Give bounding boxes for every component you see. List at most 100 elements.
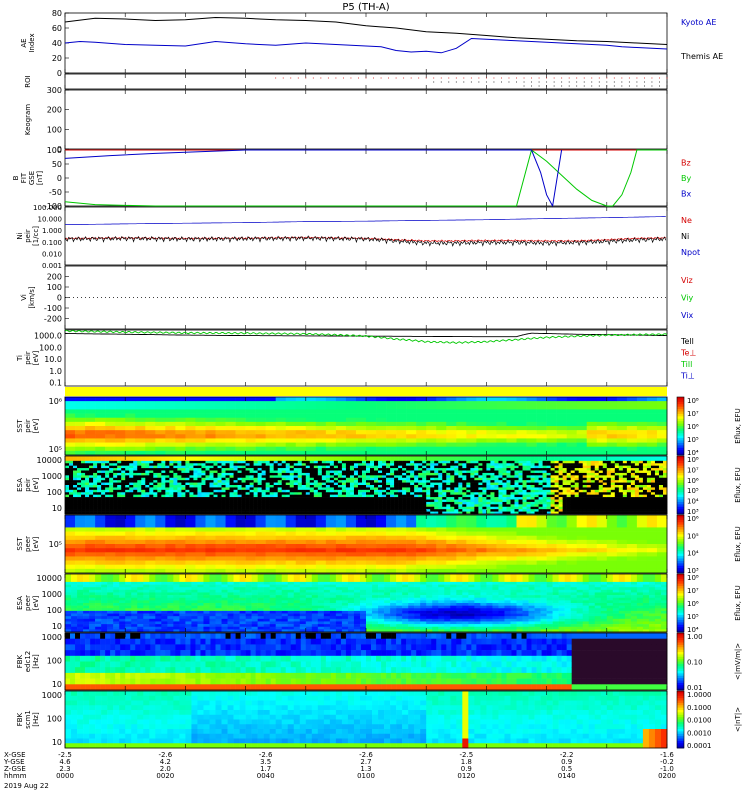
spectrogram-cell bbox=[313, 465, 319, 469]
spectrogram-cell bbox=[614, 494, 620, 498]
spectrogram-cell bbox=[556, 450, 567, 456]
spectrogram-cell bbox=[614, 475, 620, 479]
spectrogram-cell bbox=[426, 450, 437, 456]
spectrogram-cell bbox=[73, 485, 78, 488]
spectrogram-cell bbox=[245, 497, 250, 500]
roi-point bbox=[455, 77, 457, 79]
spectrogram-cell bbox=[566, 485, 571, 488]
spectrogram-cell bbox=[414, 489, 419, 493]
spectrogram-cell bbox=[215, 426, 226, 431]
spectrogram-cell bbox=[165, 485, 170, 488]
spectrogram-cell bbox=[636, 405, 648, 410]
spectrogram-cell bbox=[345, 434, 357, 439]
y-tick-label: 80 bbox=[52, 9, 62, 18]
spectrogram-cell bbox=[458, 492, 463, 495]
spectrogram-cell bbox=[137, 511, 142, 515]
spectrogram-cell bbox=[145, 492, 150, 495]
spectrogram-cell bbox=[281, 497, 287, 500]
spectrogram-cell bbox=[125, 515, 136, 520]
spectrogram-cell bbox=[414, 499, 419, 503]
spectrogram-cell bbox=[590, 470, 596, 474]
spectrogram-cell bbox=[195, 519, 206, 524]
spectrogram-cell bbox=[145, 560, 156, 566]
spectrogram-cell bbox=[578, 511, 584, 515]
spectrogram-cell bbox=[446, 413, 457, 419]
spectrogram-cell bbox=[398, 477, 403, 481]
spectrogram-cell bbox=[275, 434, 287, 439]
spectrogram-cell bbox=[558, 482, 563, 486]
spectrogram-cell bbox=[149, 456, 154, 459]
spectrogram-cell bbox=[109, 485, 114, 488]
y-axis-label: Ni bbox=[16, 232, 24, 239]
spectrogram-cell bbox=[538, 485, 543, 488]
spectrogram-cell bbox=[616, 417, 628, 423]
spectrogram-cell bbox=[249, 504, 254, 508]
spectrogram-cell bbox=[490, 458, 495, 462]
spectrogram-cell bbox=[434, 494, 439, 498]
spectrogram-cell bbox=[165, 465, 170, 469]
spectrogram-cell bbox=[662, 489, 668, 493]
spectrogram-cell bbox=[121, 506, 126, 510]
spectrogram-cell bbox=[285, 434, 297, 439]
spectrogram-cell bbox=[125, 477, 130, 481]
spectrogram-cell bbox=[642, 475, 648, 479]
spectrogram-cell bbox=[125, 482, 130, 486]
spectrogram-cell bbox=[105, 552, 116, 557]
spectrogram-cell bbox=[275, 401, 287, 406]
spectrogram-cell bbox=[101, 458, 106, 462]
spectrogram-cell bbox=[486, 497, 491, 500]
spectrogram-cell bbox=[642, 472, 648, 476]
spectrogram-cell bbox=[345, 499, 351, 503]
spectrogram-cell bbox=[538, 477, 543, 481]
spectrogram-cell bbox=[77, 475, 82, 479]
spectrogram-cell bbox=[586, 421, 598, 427]
spectrogram-cell bbox=[77, 458, 82, 462]
spectrogram-cell bbox=[598, 509, 604, 512]
spectrogram-cell bbox=[141, 494, 146, 498]
spectrogram-cell bbox=[450, 501, 455, 505]
spectrogram-cell bbox=[157, 489, 162, 493]
spectrogram-cell bbox=[277, 475, 283, 479]
spectrogram-cell bbox=[145, 556, 156, 561]
spectrogram-cell bbox=[626, 487, 632, 491]
spectrogram-cell bbox=[325, 475, 331, 479]
spectrogram-cell bbox=[470, 487, 475, 491]
spectrogram-cell bbox=[109, 480, 114, 483]
spectrogram-cell bbox=[229, 480, 234, 483]
spectrogram-cell bbox=[650, 475, 656, 479]
spectrogram-cell bbox=[470, 504, 475, 508]
spectrogram-cell bbox=[470, 470, 475, 474]
spectrogram-cell bbox=[390, 463, 395, 466]
spectrogram-cell bbox=[95, 535, 106, 541]
spectrogram-cell bbox=[570, 499, 575, 503]
spectrogram-cell bbox=[129, 465, 134, 469]
spectrogram-cell bbox=[634, 477, 640, 481]
spectrogram-cell bbox=[361, 494, 367, 498]
spectrogram-cell bbox=[376, 446, 387, 452]
spectrogram-cell bbox=[622, 482, 628, 486]
spectrogram-cell bbox=[630, 460, 636, 464]
spectrogram-cell bbox=[438, 487, 443, 491]
spectrogram-cell bbox=[169, 494, 174, 498]
spectrogram-cell bbox=[93, 485, 98, 488]
spectrogram-cell bbox=[125, 556, 136, 561]
spectrogram-cell bbox=[558, 499, 563, 503]
spectrogram-cell bbox=[542, 506, 547, 510]
spectrogram-cell bbox=[550, 501, 555, 505]
spectrogram-cell bbox=[313, 482, 319, 486]
spectrogram-cell bbox=[474, 460, 479, 464]
y-tick-label: 0 bbox=[57, 69, 62, 78]
spectrogram-cell bbox=[257, 475, 262, 479]
spectrogram-cell bbox=[157, 470, 162, 474]
spectrogram-cell bbox=[201, 497, 206, 500]
spectrogram-cell bbox=[514, 465, 519, 469]
spectrogram-cell bbox=[510, 504, 515, 508]
spectrogram-cell bbox=[606, 405, 618, 410]
spectrogram-cell bbox=[305, 504, 311, 508]
spectrogram-cell bbox=[97, 494, 102, 498]
spectrogram-cell bbox=[301, 499, 307, 503]
spectrogram-cell bbox=[121, 487, 126, 491]
spectrogram-cell bbox=[257, 477, 262, 481]
spectrogram-cell bbox=[105, 494, 110, 498]
spectrogram-cell bbox=[576, 442, 588, 448]
